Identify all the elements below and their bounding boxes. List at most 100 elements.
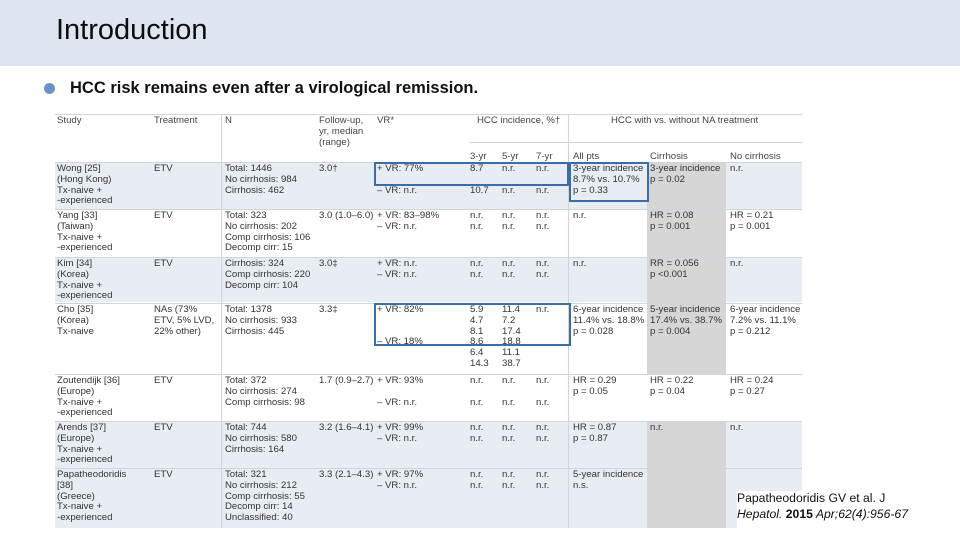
col-header-all-pts: All pts: [573, 151, 600, 162]
slide-title: Introduction: [56, 14, 208, 46]
treatment-cell: ETV: [154, 210, 173, 221]
study-cell: Kim [34] (Korea) Tx-naive + -experienced: [57, 258, 113, 302]
yr3-cell: n.r. n.r.: [470, 469, 484, 491]
citation-year: 2015: [785, 506, 813, 521]
yr7-cell: n.r. n.r.: [536, 422, 550, 444]
citation-volume: Apr;62(4):956-67: [812, 506, 908, 521]
n-cell: Total: 744 No cirrhosis: 580 Cirrhosis: …: [225, 422, 297, 455]
study-table: Study Treatment N Follow-up, yr, median …: [55, 112, 802, 528]
row-divider: [55, 209, 802, 210]
col-header-hcc-with-vs: HCC with vs. without NA treatment: [611, 115, 759, 126]
no-cirrhosis-cell: HR = 0.21 p = 0.001: [730, 210, 774, 232]
study-cell: Papatheodoridis [38] (Greece) Tx-naive +…: [57, 469, 127, 524]
bullet-icon: [44, 83, 55, 94]
row-divider: [55, 257, 802, 258]
cirrhosis-cell: RR = 0.056 p <0.001: [650, 258, 699, 280]
table-body: Study Treatment N Follow-up, yr, median …: [55, 112, 802, 528]
treatment-cell: ETV: [154, 375, 173, 386]
study-cell: Yang [33] (Taiwan) Tx-naive + -experienc…: [57, 210, 113, 254]
cirrhosis-cell: n.r.: [650, 422, 664, 433]
yr3-cell: 5.9 4.7 8.1 8.6 6.4 14.3: [470, 304, 489, 369]
all-pts-cell: HR = 0.29 p = 0.05: [573, 375, 617, 397]
study-cell: Wong [25] (Hong Kong) Tx-naive + -experi…: [57, 163, 113, 207]
col-header-followup: Follow-up, yr, median (range): [319, 115, 364, 148]
vr-cell: + VR: 99% – VR: n.r.: [377, 422, 424, 444]
treatment-cell: NAs (73% ETV, 5% LVD, 22% other): [154, 304, 215, 337]
no-cirrhosis-cell: HR = 0.24 p = 0.27: [730, 375, 774, 397]
row-divider: [55, 421, 802, 422]
yr7-cell: n.r. n.r.: [536, 469, 550, 491]
yr7-cell: n.r.: [536, 304, 550, 315]
vr-cell: + VR: 93% – VR: n.r.: [377, 375, 424, 408]
cirrhosis-cell: HR = 0.22 p = 0.04: [650, 375, 694, 397]
citation-line2: Hepatol. 2015 Apr;62(4):956-67: [737, 507, 957, 523]
citation-line1: Papatheodoridis GV et al. J: [737, 491, 886, 505]
highlight-box: [569, 162, 649, 202]
col-header-7yr: 7-yr: [536, 151, 553, 162]
yr5-cell: n.r. n.r.: [502, 422, 516, 444]
study-cell: Zoutendijk [36] (Europe) Tx-naive + -exp…: [57, 375, 120, 419]
col-header-n: N: [225, 115, 232, 126]
cirrhosis-cell: 3-year incidence p = 0.02: [650, 163, 721, 185]
yr3-cell: n.r. n.r.: [470, 210, 484, 232]
yr7-cell: n.r. n.r.: [536, 258, 550, 280]
row-divider: [55, 374, 802, 375]
n-cell: Total: 372 No cirrhosis: 274 Comp cirrho…: [225, 375, 305, 408]
n-cell: Total: 321 No cirrhosis: 212 Comp cirrho…: [225, 469, 305, 524]
followup-cell: 3.3 (2.1–4.3): [319, 469, 374, 480]
bullet-text: HCC risk remains even after a virologica…: [70, 79, 479, 97]
yr5-cell: n.r. n.r.: [502, 258, 516, 280]
vr-cell: + VR: 77% – VR: n.r.: [377, 163, 424, 196]
col-header-hcc-incidence: HCC incidence, %†: [477, 115, 561, 126]
citation-journal: Hepatol.: [737, 506, 786, 521]
vr-cell: + VR: 97% – VR: n.r.: [377, 469, 424, 491]
yr3-cell: 8.7 10.7: [470, 163, 489, 196]
yr7-cell: n.r. n.r.: [536, 163, 550, 196]
yr3-cell: n.r. n.r.: [470, 258, 484, 280]
col-header-3yr: 3-yr: [470, 151, 487, 162]
cirrhosis-cell: 5-year incidence 17.4% vs. 38.7% p = 0.0…: [650, 304, 722, 337]
citation: Papatheodoridis GV et al. J Hepatol. 201…: [737, 491, 957, 529]
no-cirrhosis-cell: 6-year incidence 7.2% vs. 11.1% p = 0.21…: [730, 304, 801, 337]
table-rule: [55, 114, 802, 115]
yr3-cell: n.r. n.r.: [470, 375, 484, 408]
all-pts-cell: 6-year incidence 11.4% vs. 18.8% p = 0.0…: [573, 304, 645, 337]
no-cirrhosis-cell: n.r.: [730, 422, 744, 433]
followup-cell: 3.0 (1.0–6.0): [319, 210, 374, 221]
n-cell: Cirrhosis: 324 Comp cirrhosis: 220 Decom…: [225, 258, 311, 291]
cirrhosis-column-shade: [647, 421, 726, 528]
all-pts-cell: n.r.: [573, 258, 587, 269]
no-cirrhosis-cell: n.r.: [730, 258, 744, 269]
col-header-no-cirrhosis: No cirrhosis: [730, 151, 781, 162]
table-rule: [470, 142, 802, 143]
yr5-cell: n.r. n.r.: [502, 210, 516, 232]
treatment-cell: ETV: [154, 258, 173, 269]
treatment-cell: ETV: [154, 163, 173, 174]
all-pts-cell: 3-year incidence 8.7% vs. 10.7% p = 0.33: [573, 163, 644, 196]
n-cell: Total: 323 No cirrhosis: 202 Comp cirrho…: [225, 210, 311, 254]
col-header-cirrhosis: Cirrhosis: [650, 151, 688, 162]
followup-cell: 3.3‡: [319, 304, 338, 315]
yr5-cell: 11.4 7.2 17.4 18.8 11.1 38.7: [502, 304, 521, 369]
table-rule: [221, 114, 222, 528]
all-pts-cell: HR = 0.87 p = 0.87: [573, 422, 617, 444]
vr-cell: + VR: 83–98% – VR: n.r.: [377, 210, 440, 232]
highlight-box: [374, 303, 571, 346]
yr5-cell: n.r. n.r.: [502, 163, 516, 196]
followup-cell: 3.2 (1.6–4.1): [319, 422, 374, 433]
yr5-cell: n.r. n.r.: [502, 469, 516, 491]
followup-cell: 3.0†: [319, 163, 338, 174]
study-cell: Cho [35] (Korea) Tx-naive: [57, 304, 94, 337]
all-pts-cell: 5-year incidence n.s.: [573, 469, 644, 491]
yr5-cell: n.r. n.r.: [502, 375, 516, 408]
highlight-box: [374, 162, 569, 186]
n-cell: Total: 1378 No cirrhosis: 933 Cirrhosis:…: [225, 304, 297, 337]
cirrhosis-column-shade: [647, 162, 726, 375]
all-pts-cell: n.r.: [573, 210, 587, 221]
vr-cell: + VR: n.r. – VR: n.r.: [377, 258, 418, 280]
treatment-cell: ETV: [154, 469, 173, 480]
treatment-cell: ETV: [154, 422, 173, 433]
row-divider: [55, 468, 802, 469]
col-header-study: Study: [57, 115, 82, 126]
no-cirrhosis-cell: n.r.: [730, 163, 744, 174]
